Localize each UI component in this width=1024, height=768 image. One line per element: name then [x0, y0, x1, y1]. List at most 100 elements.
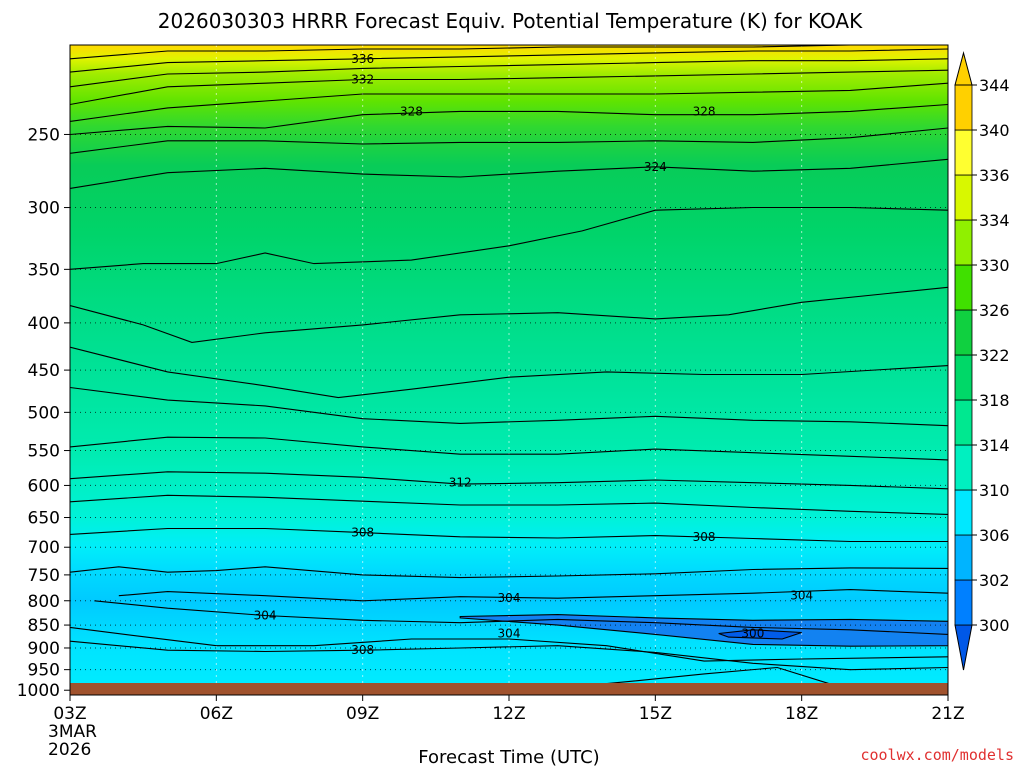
x-tick-label-18Z: 18Z [785, 704, 818, 724]
plot-area: 336 332 328 328 324 312 308 308 304 304 304 304 300 3… [69, 44, 949, 698]
contour-label-6: 308 [351, 526, 374, 540]
contour-330-19 [70, 82, 948, 122]
y-tick-label-500: 500 [28, 403, 60, 423]
pocket-300-0 [718, 629, 802, 639]
contour-label-0: 336 [351, 52, 374, 66]
svg-text:308: 308 [351, 643, 374, 657]
contour-label-7: 308 [693, 530, 716, 544]
colorbar-label-318: 318 [979, 391, 1010, 410]
contour-304-3 [94, 600, 948, 635]
x-axis-date-month: 3MAR [48, 722, 97, 742]
y-tick-label-250: 250 [28, 125, 60, 145]
contour-label-4: 324 [644, 160, 667, 174]
contour-300-0 [718, 629, 802, 640]
contour-308-7 [70, 640, 948, 671]
colorbar-label-300: 300 [979, 616, 1010, 635]
colorbar-label-334: 334 [979, 211, 1010, 230]
contour-label-8: 304 [498, 591, 521, 605]
contour-336-22 [70, 48, 948, 73]
svg-text:336: 336 [351, 52, 374, 66]
svg-text:300: 300 [741, 626, 764, 640]
x-tick-label-03Z: 03Z [53, 704, 86, 724]
contour-318-13 [70, 346, 948, 399]
contour-328-18 [70, 103, 948, 136]
x-axis: 03Z 06Z 09Z 12Z 15Z 18Z 21Z [53, 695, 965, 724]
y-tick-label-950: 950 [28, 661, 60, 681]
colorbar-segment-334 [954, 174, 973, 221]
x-tick-label-15Z: 15Z [639, 704, 672, 724]
contour-layer [70, 45, 948, 694]
colorbar-label-322: 322 [979, 346, 1010, 365]
y-tick-label-300: 300 [28, 199, 60, 219]
colorbar-label-302: 302 [979, 571, 1010, 590]
y-tick-label-750: 750 [28, 566, 60, 586]
ground-strip [70, 683, 948, 695]
contour-314-11 [70, 436, 948, 461]
contour-310-9 [70, 494, 948, 515]
contour-label-9: 304 [790, 589, 813, 603]
x-tick-label-12Z: 12Z [492, 704, 525, 724]
colorbar-label-344: 344 [979, 76, 1010, 95]
colorbar-segment-318 [954, 354, 973, 401]
contour-label-3: 328 [693, 104, 716, 118]
colorbar-label-306: 306 [979, 526, 1010, 545]
contour-label-1: 332 [351, 73, 374, 87]
colorbar-label-326: 326 [979, 301, 1010, 320]
contour-304-2 [118, 589, 948, 602]
cool-pocket-layer [460, 614, 948, 647]
contour-label-11: 304 [498, 626, 521, 640]
x-tick-label-21Z: 21Z [931, 704, 964, 724]
svg-text:332: 332 [351, 73, 374, 87]
contour-302-1 [459, 614, 948, 647]
colorbar-label-336: 336 [979, 166, 1010, 185]
contour-label-12: 300 [741, 626, 764, 640]
y-tick-label-850: 850 [28, 616, 60, 636]
contour-306-5 [70, 626, 948, 662]
colorbar-top-arrow [954, 51, 973, 86]
colorbar-label-330: 330 [979, 256, 1010, 275]
svg-text:304: 304 [254, 609, 277, 623]
x-axis-date-year: 2026 [48, 740, 91, 760]
y-tick-label-700: 700 [28, 538, 60, 558]
y-tick-label-800: 800 [28, 592, 60, 612]
contour-324-16 [70, 158, 948, 189]
contour-label-2: 328 [400, 104, 423, 118]
y-tick-label-650: 650 [28, 509, 60, 529]
contour-label-5: 312 [449, 476, 472, 490]
svg-text:304: 304 [498, 591, 521, 605]
contour-label-13: 308 [351, 643, 374, 657]
colorbar-segment-314 [954, 399, 973, 446]
x-tick-label-06Z: 06Z [200, 704, 233, 724]
chart-title: 2026030303 HRRR Forecast Equiv. Potentia… [158, 9, 863, 33]
contour-316-12 [70, 386, 948, 427]
y-tick-label-450: 450 [28, 361, 60, 381]
colorbar-segment-336 [954, 129, 973, 176]
y-tick-label-1000: 1000 [17, 681, 60, 701]
y-tick-label-900: 900 [28, 639, 60, 659]
colorbar-segment-326 [954, 264, 973, 311]
colorbar-segment-340 [954, 84, 973, 131]
credit-text: coolwx.com/models [860, 746, 1014, 764]
contour-334-21 [70, 58, 948, 88]
colorbar-segment-306 [954, 489, 973, 536]
colorbar: 300 302 306 310 314 318 322 326 330 334 336 340 344 [954, 51, 1010, 671]
y-tick-label-350: 350 [28, 260, 60, 280]
svg-text:304: 304 [790, 589, 813, 603]
svg-text:312: 312 [449, 476, 472, 490]
svg-text:328: 328 [693, 104, 716, 118]
colorbar-bottom-arrow [954, 624, 973, 671]
colorbar-segment-310 [954, 444, 973, 491]
contour-312-10 [70, 471, 948, 490]
contour-label-layer: 336 332 328 328 324 312 308 308 304 304 304 304 300 3… [254, 52, 813, 698]
svg-text:304: 304 [498, 626, 521, 640]
contour-308-6 [70, 527, 948, 543]
contour-338-23 [70, 45, 948, 60]
contour-306-4 [70, 566, 948, 579]
contour-label-10: 304 [254, 609, 277, 623]
pocket-302-0 [460, 614, 948, 647]
contour-332-20 [70, 69, 948, 106]
colorbar-label-314: 314 [979, 436, 1010, 455]
contour-326-17 [70, 127, 948, 154]
colorbar-segment-330 [954, 219, 973, 266]
